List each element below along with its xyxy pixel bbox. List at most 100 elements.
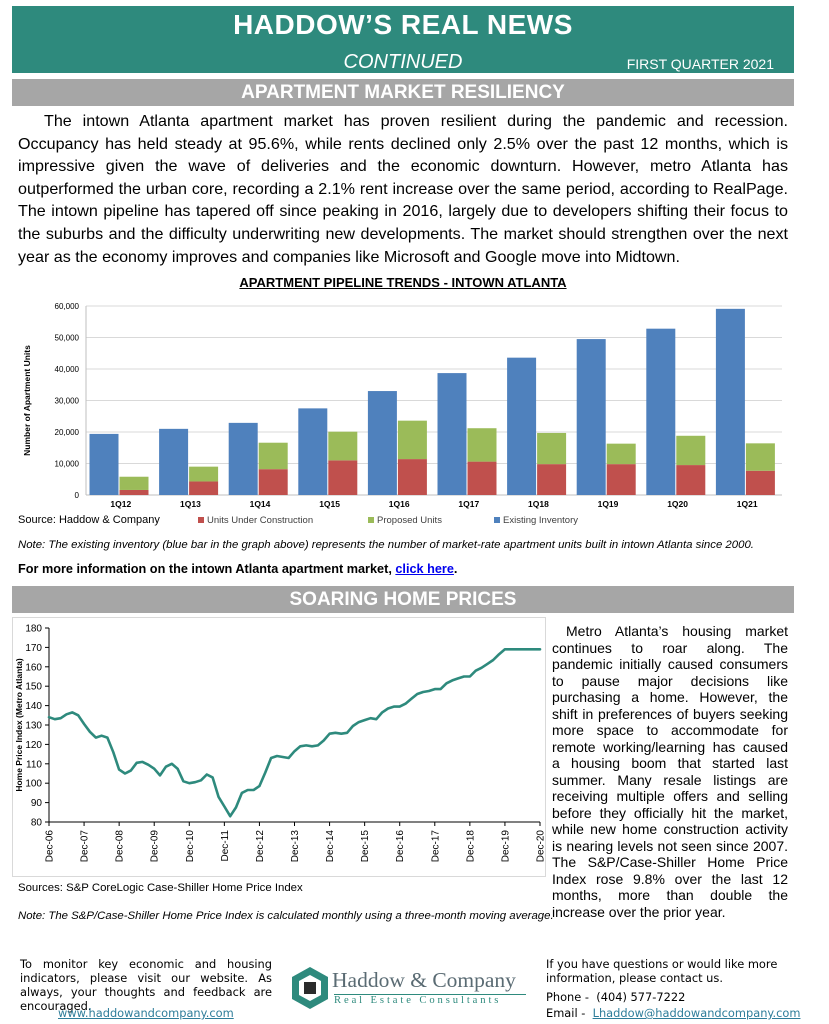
email-link[interactable]: Lhaddow@haddowandcompany.com: [592, 1006, 801, 1020]
bar-proposed-units: [676, 435, 706, 466]
click-here-link[interactable]: click here: [395, 562, 454, 576]
bar-under-construction: [189, 481, 219, 495]
x-tick-label: Dec-19: [500, 830, 511, 863]
logo-tagline: Real Estate Consultants: [334, 995, 502, 1006]
x-tick-label: 1Q16: [389, 499, 410, 509]
footer-contact-text: If you have questions or would like more…: [546, 957, 778, 985]
y-tick-label: 30,000: [55, 397, 80, 406]
pipeline-chart-title: APARTMENT PIPELINE TRENDS - INTOWN ATLAN…: [239, 275, 567, 290]
phone-label: Phone -: [546, 990, 590, 1004]
bar-under-construction: [537, 464, 567, 495]
home-price-index-line: [47, 647, 542, 818]
x-tick-label: 1Q14: [250, 499, 271, 509]
x-tick-label: Dec-12: [255, 830, 266, 863]
x-tick-label: Dec-11: [220, 830, 231, 862]
x-tick-label: Dec-06: [45, 830, 56, 863]
y-axis-title: Number of Apartment Units: [22, 345, 32, 456]
y-tick-label: 0: [75, 491, 80, 500]
issue-quarter: FIRST QUARTER 2021: [626, 56, 774, 72]
y-tick-label: 10,000: [55, 460, 80, 469]
y-tick-label: 140: [25, 701, 42, 712]
more-info-text: For more information on the intown Atlan…: [18, 562, 396, 576]
bar-under-construction: [258, 469, 288, 495]
chart-source: Source: Haddow & Company: [18, 514, 160, 526]
bar-existing-inventory: [507, 357, 537, 495]
bar-existing-inventory: [437, 373, 467, 495]
home-prices-article-text: Metro Atlanta’s housing market continues…: [552, 623, 788, 920]
y-tick-label: 60,000: [55, 302, 80, 311]
bar-proposed-units: [328, 431, 358, 461]
bar-proposed-units: [606, 443, 636, 465]
bar-proposed-units: [467, 428, 497, 462]
email-line: Email - Lhaddow@haddowandcompany.com: [546, 1006, 800, 1020]
bar-proposed-units: [189, 466, 219, 482]
x-tick-label: Dec-17: [430, 830, 441, 863]
bar-under-construction: [745, 470, 775, 495]
section-heading-home-prices: SOARING HOME PRICES: [12, 586, 794, 613]
more-info-line: For more information on the intown Atlan…: [18, 562, 457, 576]
y-tick-label: 50,000: [55, 334, 80, 343]
x-tick-label: 1Q12: [110, 499, 131, 509]
bar-proposed-units: [745, 443, 775, 471]
bar-existing-inventory: [367, 391, 397, 495]
bar-proposed-units: [537, 432, 567, 465]
website-link[interactable]: www.haddowandcompany.com: [58, 1006, 234, 1020]
y-tick-label: 180: [25, 624, 42, 635]
y-tick-label: 40,000: [55, 365, 80, 374]
newsletter-subtitle: CONTINUED: [343, 51, 463, 73]
masthead: HADDOW’S REAL NEWS CONTINUED FIRST QUART…: [12, 6, 794, 73]
y-tick-label: 90: [31, 798, 43, 809]
bar-under-construction: [606, 464, 636, 495]
x-tick-label: Dec-14: [325, 830, 336, 863]
x-tick-label: 1Q18: [528, 499, 549, 509]
x-tick-label: 1Q17: [458, 499, 479, 509]
logo-company-name: Haddow & Company: [332, 968, 516, 992]
x-tick-label: Dec-18: [465, 830, 476, 863]
bar-existing-inventory: [646, 328, 676, 495]
company-logo: Haddow & Company Real Estate Consultants: [290, 966, 530, 1010]
footer-website-text: To monitor key economic and housing indi…: [20, 957, 272, 1013]
x-tick-label: Dec-10: [185, 830, 196, 863]
bar-under-construction: [467, 461, 497, 495]
y-tick-label: 100: [25, 779, 42, 790]
x-tick-label: 1Q21: [737, 499, 758, 509]
x-tick-label: 1Q13: [180, 499, 201, 509]
logo-divider: [334, 994, 526, 995]
legend-swatch: [198, 517, 204, 523]
bar-under-construction: [119, 489, 149, 495]
legend-label: Proposed Units: [377, 515, 442, 526]
bar-proposed-units: [258, 442, 288, 470]
x-tick-label: Dec-09: [150, 830, 161, 863]
y-tick-label: 130: [25, 721, 42, 732]
bar-existing-inventory: [576, 339, 606, 495]
bar-existing-inventory: [298, 408, 328, 495]
pipeline-chart-note: Note: The existing inventory (blue bar i…: [18, 539, 754, 551]
bar-existing-inventory: [89, 433, 119, 495]
section-heading-apartment: APARTMENT MARKET RESILIENCY: [12, 79, 794, 106]
legend-label: Existing Inventory: [503, 515, 578, 526]
x-tick-label: Dec-20: [536, 830, 547, 863]
bar-under-construction: [397, 459, 427, 495]
y-axis-title: Home Price Index (Metro Atlanta): [14, 658, 24, 792]
bar-proposed-units: [119, 476, 149, 490]
email-label: Email -: [546, 1006, 586, 1020]
apartment-article-text: The intown Atlanta apartment market has …: [18, 112, 788, 266]
x-tick-label: 1Q20: [667, 499, 688, 509]
bar-existing-inventory: [715, 308, 745, 495]
home-price-chart: 80 90 100 110 120 130 140 150 160 170 180 Home Pric…: [12, 617, 546, 877]
x-tick-label: Dec-08: [115, 830, 126, 863]
x-tick-label: Dec-13: [290, 830, 301, 863]
x-tick-label: 1Q15: [319, 499, 340, 509]
bar-under-construction: [328, 460, 358, 495]
newsletter-title: HADDOW’S REAL NEWS: [233, 9, 573, 40]
x-tick-label: Dec-16: [395, 830, 406, 863]
y-tick-label: 110: [26, 759, 42, 770]
x-tick-label: Dec-15: [360, 830, 371, 863]
bar-existing-inventory: [228, 422, 258, 495]
bar-existing-inventory: [159, 428, 189, 495]
y-tick-label: 160: [25, 662, 42, 673]
y-tick-label: 170: [25, 643, 42, 654]
y-tick-label: 80: [31, 818, 43, 829]
chart-border: [12, 617, 546, 877]
legend-label: Units Under Construction: [207, 515, 313, 526]
